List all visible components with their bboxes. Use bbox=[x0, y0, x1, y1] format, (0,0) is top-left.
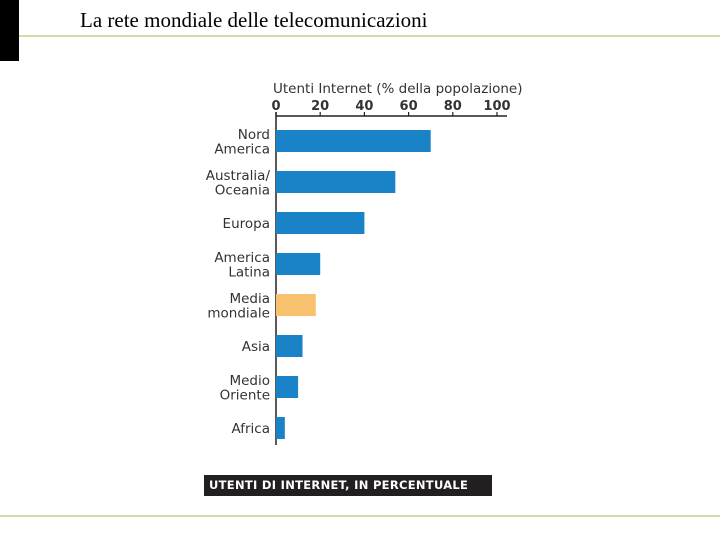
title-divider bbox=[19, 35, 720, 37]
x-tick-label: 100 bbox=[483, 99, 510, 114]
x-tick-label: 20 bbox=[311, 99, 329, 114]
footer-divider bbox=[0, 515, 720, 517]
x-tick-label: 40 bbox=[355, 99, 373, 114]
bar bbox=[276, 253, 321, 275]
bar bbox=[276, 171, 396, 193]
bar bbox=[276, 376, 299, 398]
bar bbox=[276, 417, 285, 439]
x-tick-label: 80 bbox=[444, 99, 462, 114]
bar bbox=[276, 212, 365, 234]
category-label: Nord America bbox=[214, 127, 270, 158]
x-tick-label: 60 bbox=[400, 99, 418, 114]
category-label: Africa bbox=[231, 421, 270, 437]
slide-title: La rete mondiale delle telecomunicazioni bbox=[80, 8, 428, 32]
bar bbox=[276, 294, 316, 316]
category-label: America Latina bbox=[214, 250, 270, 281]
bar bbox=[276, 130, 431, 152]
chart-title: Utenti Internet (% della popolazione) bbox=[273, 81, 523, 97]
x-tick-label: 0 bbox=[271, 99, 280, 114]
slide-accent-block bbox=[0, 0, 19, 61]
bar bbox=[276, 335, 303, 357]
category-label: Australia/Oceania bbox=[206, 168, 271, 199]
chart-caption: UTENTI DI INTERNET, IN PERCENTUALE bbox=[204, 475, 492, 496]
category-label: Asia bbox=[242, 339, 270, 355]
category-label: Media mondiale bbox=[207, 291, 270, 322]
category-label: Europa bbox=[223, 216, 270, 232]
category-label: Medio Oriente bbox=[220, 373, 270, 404]
